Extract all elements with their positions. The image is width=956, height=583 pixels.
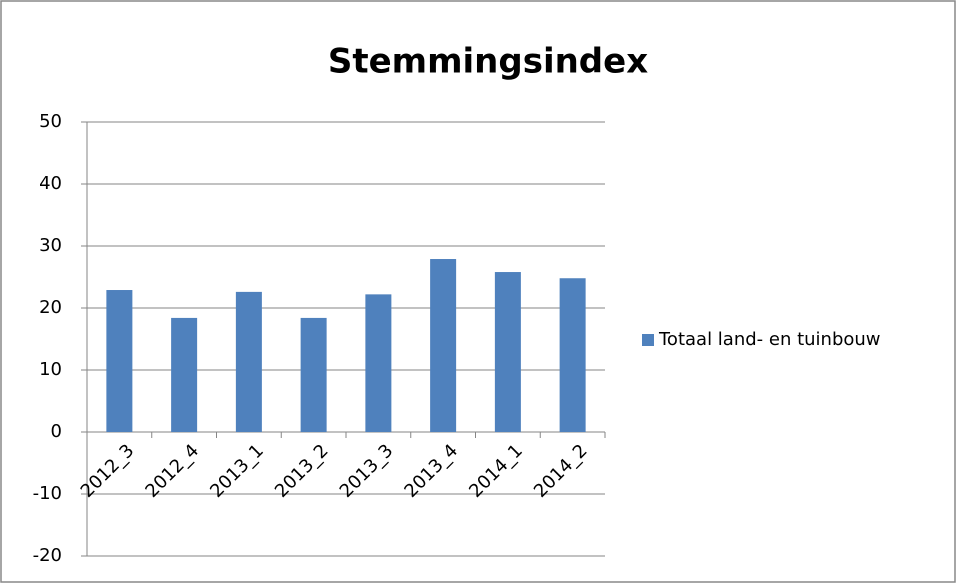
legend-label: Totaal land- en tuinbouw xyxy=(658,329,881,350)
y-tick-label: 30 xyxy=(39,235,62,256)
y-tick-label: 10 xyxy=(39,359,62,380)
y-tick-label: 50 xyxy=(39,111,62,132)
bar xyxy=(559,278,586,432)
y-tick-label: -20 xyxy=(33,545,62,566)
y-tick-label: 40 xyxy=(39,173,62,194)
y-tick-label: -10 xyxy=(33,483,62,504)
bar xyxy=(106,290,133,432)
y-tick-label: 0 xyxy=(51,421,62,442)
legend-swatch xyxy=(642,334,654,346)
y-tick-label: 20 xyxy=(39,297,62,318)
chart-title: Stemmingsindex xyxy=(328,42,648,82)
bar xyxy=(430,259,457,432)
bar xyxy=(235,291,262,432)
bar xyxy=(300,317,327,432)
bar xyxy=(365,294,392,432)
bar xyxy=(494,272,521,432)
bar xyxy=(171,317,198,432)
